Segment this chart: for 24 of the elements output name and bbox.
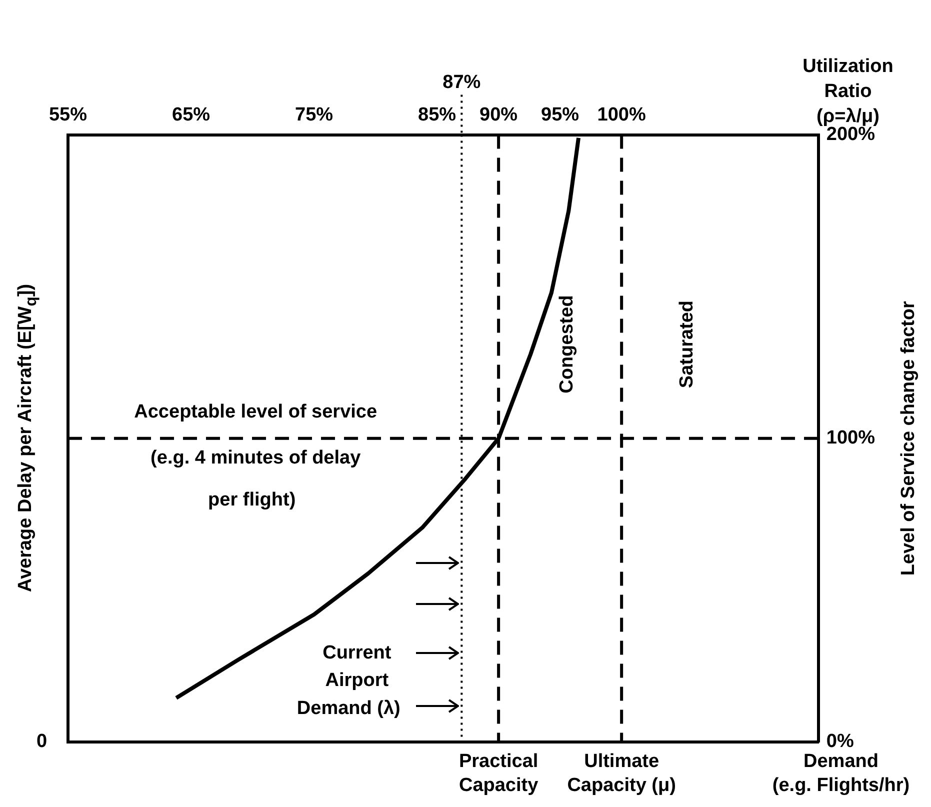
annotation: Congested <box>556 295 578 394</box>
annotation: per flight) <box>208 490 296 511</box>
x-tick-label: 75% <box>295 104 334 126</box>
x-tick-label: 55% <box>48 104 88 126</box>
x-tick-label: 85% <box>418 104 456 126</box>
x-tick-label: 65% <box>172 104 210 126</box>
x-tick-label: 95% <box>541 104 580 126</box>
annotation: Demand (λ) <box>296 698 400 719</box>
y-tick-label: 100% <box>826 428 876 449</box>
y-tick-label: 0% <box>826 731 854 752</box>
x-axis-title: Utilization Ratio (ρ=λ/μ) <box>802 56 894 128</box>
annotation: Airport <box>325 670 390 691</box>
x-tick-label: 100% <box>597 104 646 126</box>
ref-line-label: 87% <box>442 72 481 94</box>
annotation: Saturated <box>676 300 698 388</box>
y-axis-title: Level of Service change factor <box>898 300 920 576</box>
annotation: (e.g. 4 minutes of delay <box>150 448 362 469</box>
text: Demand (e.g. Flights/hr) <box>772 751 910 796</box>
ref-line-label: Practical Capacity <box>458 751 539 796</box>
ref-line-label: Ultimate Capacity (μ) <box>567 751 676 796</box>
text: 0 <box>36 731 48 752</box>
annotation: Current <box>322 642 392 664</box>
annotation: Acceptable level of service <box>134 402 378 423</box>
x-tick-label: 90% <box>480 104 518 126</box>
